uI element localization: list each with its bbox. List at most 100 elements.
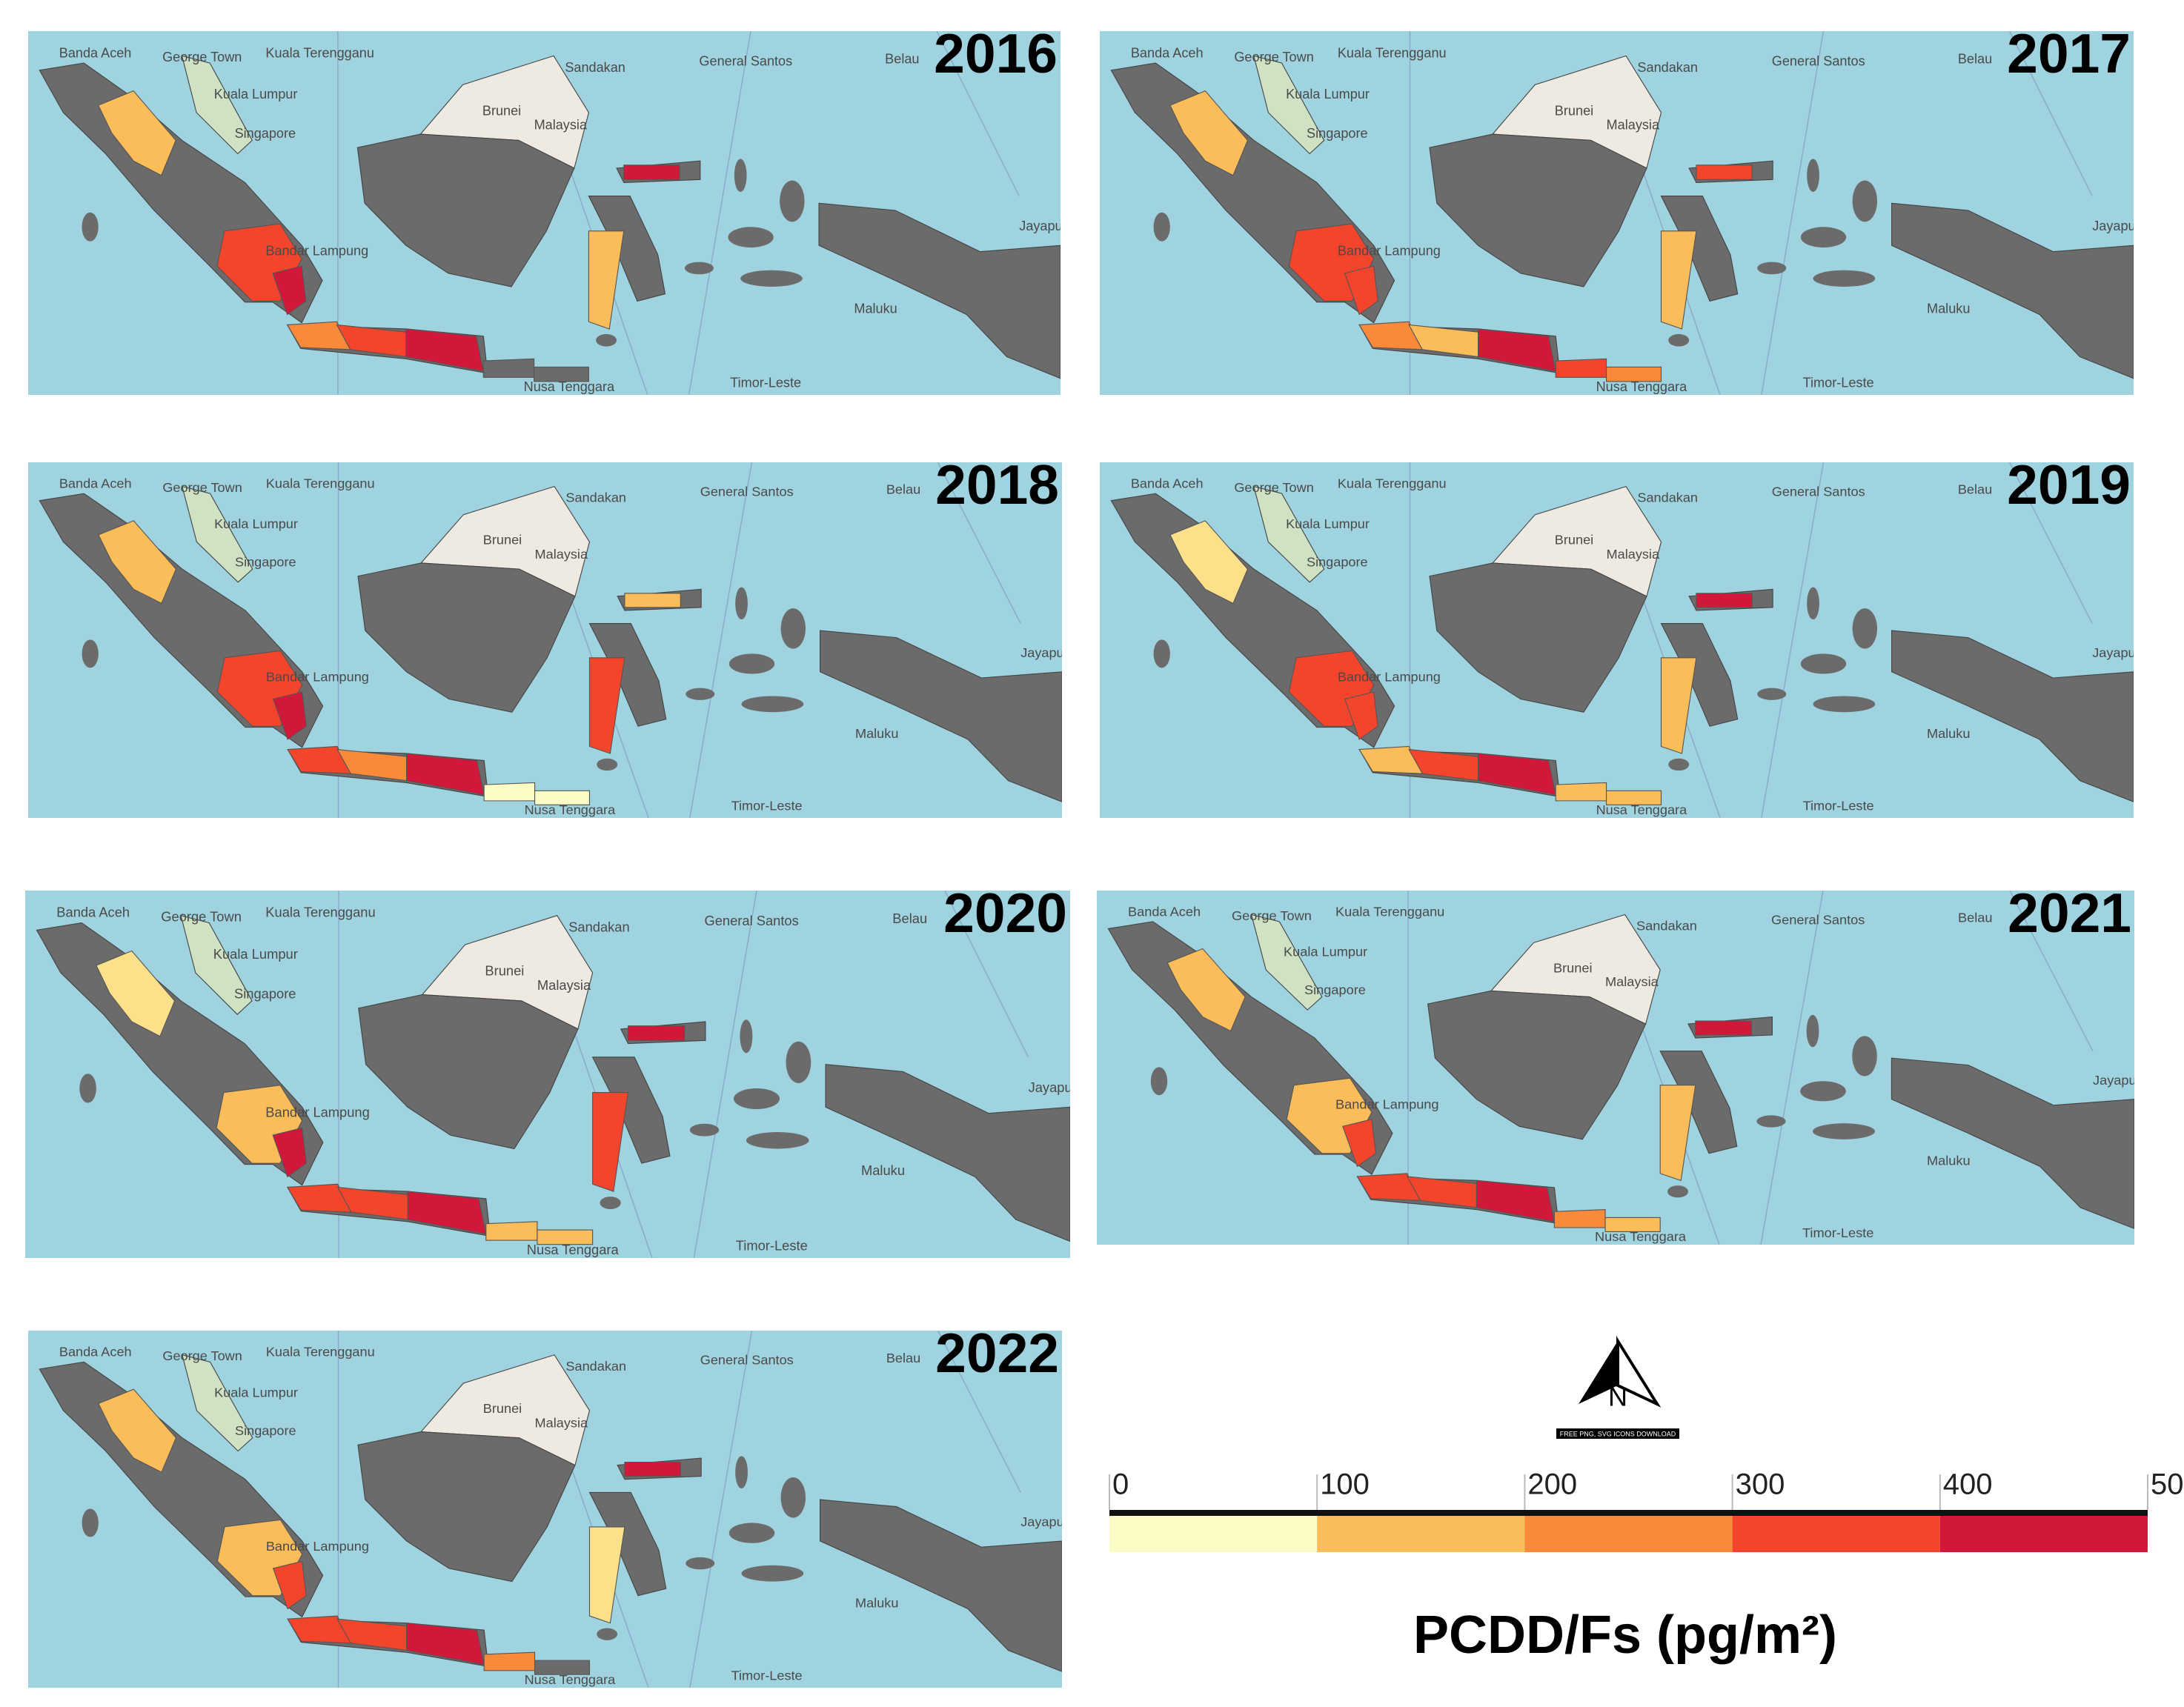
tick-label: 400 bbox=[1943, 1468, 1993, 1501]
island bbox=[82, 639, 99, 668]
year-title: 2019 bbox=[2007, 453, 2131, 516]
tick-label: 200 bbox=[1527, 1468, 1577, 1501]
island bbox=[1852, 608, 1878, 649]
province bbox=[534, 790, 591, 805]
province bbox=[588, 1526, 625, 1624]
map-label: George Town bbox=[161, 908, 242, 924]
province bbox=[483, 782, 536, 802]
province bbox=[1166, 948, 1246, 1032]
island bbox=[1807, 159, 1819, 192]
year-title: 2022 bbox=[935, 1322, 1059, 1384]
island bbox=[686, 688, 715, 700]
island bbox=[1813, 270, 1876, 287]
papua bbox=[820, 1499, 1062, 1672]
boundary-line bbox=[936, 31, 1020, 196]
island bbox=[734, 159, 747, 192]
island bbox=[1153, 639, 1170, 668]
island bbox=[740, 270, 803, 287]
map-label: Kuala Terengganu bbox=[1335, 905, 1444, 919]
map-label: General Santos bbox=[700, 485, 794, 499]
province bbox=[1555, 782, 1607, 802]
map-label: Bandar Lampung bbox=[1335, 1097, 1439, 1112]
map-label: Jayapura bbox=[1020, 1514, 1076, 1529]
map-label: Nusa Tenggara bbox=[527, 1242, 620, 1257]
map-label: George Town bbox=[1234, 480, 1313, 495]
province bbox=[1660, 230, 1697, 330]
map-label: Timor-Leste bbox=[736, 1237, 808, 1253]
map-label: Banda Aceh bbox=[59, 476, 132, 491]
map-label: George Town bbox=[162, 50, 242, 64]
province bbox=[588, 230, 625, 330]
borneo bbox=[357, 562, 576, 713]
colorbar-segment bbox=[1524, 1510, 1733, 1552]
map-label: Bandar Lampung bbox=[266, 670, 369, 685]
island bbox=[735, 587, 748, 620]
map-label: Malaysia bbox=[1607, 547, 1660, 562]
tick-label: 300 bbox=[1736, 1468, 1785, 1501]
map-label: Jayapura bbox=[2092, 645, 2148, 660]
province bbox=[1169, 90, 1249, 176]
map-label: Kuala Terengganu bbox=[266, 476, 375, 491]
map-label: Brunei bbox=[482, 103, 521, 118]
map-label: Maluku bbox=[1927, 726, 1970, 741]
borneo bbox=[357, 1431, 576, 1583]
map-label: Malaysia bbox=[534, 118, 588, 133]
map-label: Singapore bbox=[235, 555, 296, 570]
province bbox=[1696, 164, 1753, 180]
province bbox=[98, 520, 177, 605]
map-label: General Santos bbox=[1771, 913, 1865, 928]
map-label: Timor-Leste bbox=[1803, 375, 1874, 390]
map-label: Sandakan bbox=[1637, 490, 1698, 505]
province bbox=[1695, 1020, 1752, 1036]
island bbox=[780, 608, 806, 649]
island bbox=[741, 696, 804, 713]
boundary-line bbox=[2008, 462, 2093, 624]
map-label: Kuala Lumpur bbox=[1284, 945, 1367, 959]
map-label: Belau bbox=[1958, 482, 1992, 497]
colorbar-segment bbox=[1939, 1510, 2148, 1552]
map-label: Sandakan bbox=[1637, 60, 1698, 75]
province bbox=[272, 1560, 307, 1610]
map-label: Bandar Lampung bbox=[265, 243, 368, 258]
map-label: Maluku bbox=[854, 301, 897, 316]
colorbar-segment bbox=[1317, 1510, 1525, 1552]
north-caption: FREE PNG, SVG ICONS DOWNLOAD bbox=[1560, 1430, 1676, 1437]
map-label: George Town bbox=[162, 480, 242, 495]
papua bbox=[818, 202, 1061, 379]
tick-label: 100 bbox=[1320, 1468, 1370, 1501]
province bbox=[588, 657, 625, 754]
boundary-line bbox=[1760, 891, 1824, 1245]
province bbox=[272, 265, 307, 316]
map-label: Maluku bbox=[855, 726, 898, 741]
island bbox=[689, 1123, 720, 1137]
map-label: Kuala Terengganu bbox=[265, 905, 375, 920]
tick-label: 0 bbox=[1112, 1468, 1129, 1501]
map-label: Banda Aceh bbox=[1128, 905, 1201, 919]
tick-label: 500 bbox=[2151, 1468, 2184, 1501]
map-label: Kuala Terengganu bbox=[265, 45, 374, 60]
map-label: General Santos bbox=[700, 1353, 794, 1368]
island bbox=[1813, 696, 1876, 713]
province bbox=[1344, 691, 1378, 740]
island bbox=[741, 1565, 804, 1582]
map-label: Nusa Tenggara bbox=[525, 1672, 616, 1687]
island bbox=[728, 227, 774, 248]
map-label: Nusa Tenggara bbox=[1596, 379, 1688, 394]
north-letter: N bbox=[1608, 1382, 1627, 1412]
map-label: Kuala Terengganu bbox=[266, 1345, 375, 1360]
papua bbox=[820, 630, 1062, 802]
map-label: Banda Aceh bbox=[1131, 45, 1204, 60]
malay-peninsula bbox=[1253, 55, 1325, 155]
map-label: Maluku bbox=[861, 1162, 905, 1178]
colorbar-top-line bbox=[1109, 1510, 2148, 1516]
map-label: Jayapura bbox=[1020, 645, 1076, 660]
map-label: Kuala Terengganu bbox=[1338, 476, 1447, 491]
province bbox=[1169, 520, 1249, 605]
year-title: 2020 bbox=[943, 882, 1067, 944]
map-label: Sandakan bbox=[568, 919, 629, 934]
legend-title: PCDD/Fs (pg/m²) bbox=[1413, 1605, 1837, 1665]
island bbox=[1668, 758, 1690, 771]
year-title: 2017 bbox=[2007, 22, 2131, 84]
map-panel: Banda Aceh George Town Kuala Terengganu Kua… bbox=[1100, 31, 2134, 395]
year-title: 2016 bbox=[934, 22, 1058, 84]
